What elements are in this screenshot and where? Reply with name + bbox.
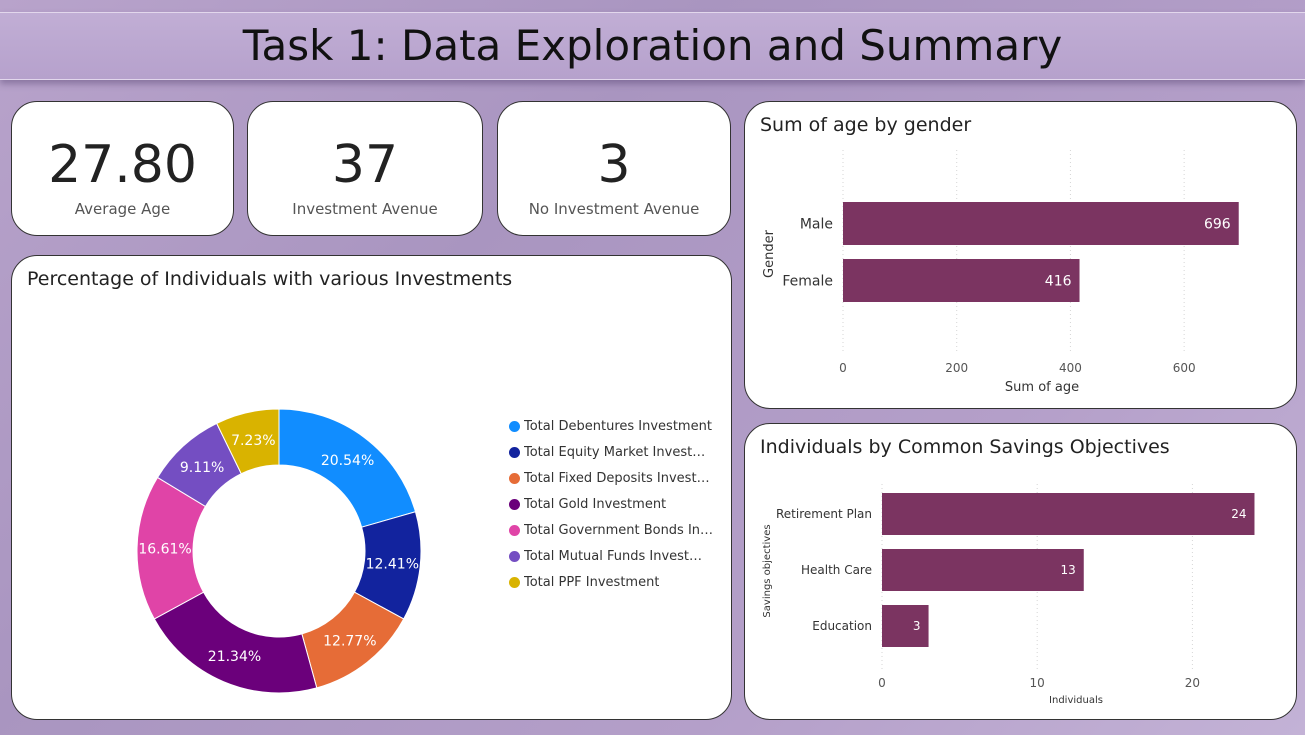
category-label: Female <box>782 273 833 289</box>
savings-bar-chart[interactable]: 0 10 20 Retirement Plan 24 Health Care 13 Educa… <box>745 424 1297 720</box>
category-label: Male <box>800 216 833 232</box>
bar-value-label: 416 <box>1045 273 1072 289</box>
category-label: Health Care <box>801 563 872 577</box>
x-tick-label: 0 <box>839 361 847 375</box>
bar-value-label: 696 <box>1204 216 1231 232</box>
bar-value-label: 24 <box>1231 507 1246 521</box>
page-title: Task 1: Data Exploration and Summary <box>242 21 1063 70</box>
legend-dot-icon <box>509 420 520 432</box>
donut-slice-total-gold-investment[interactable] <box>153 591 318 694</box>
x-tick-label: 400 <box>1059 361 1082 375</box>
legend-item-total-debentures-investment[interactable]: Total Debentures Investment <box>509 413 714 439</box>
legend-dot-icon <box>509 472 520 484</box>
donut-legend: Total Debentures Investment Total Equity … <box>509 413 714 595</box>
bar-value-label: 3 <box>913 619 921 633</box>
donut-value-label: 12.41% <box>366 556 419 572</box>
bar-education[interactable] <box>882 605 929 647</box>
bar-value-label: 13 <box>1060 563 1075 577</box>
x-tick-label: 0 <box>878 676 886 690</box>
legend-label: Total Equity Market Investme... <box>524 444 714 460</box>
title-banner: Task 1: Data Exploration and Summary <box>0 12 1305 80</box>
legend-item-total-fixed-deposits-investm[interactable]: Total Fixed Deposits Investm... <box>509 465 714 491</box>
legend-label: Total PPF Investment <box>524 574 660 590</box>
x-axis-title: Individuals <box>1049 695 1103 706</box>
donut-slice-total-ppf-investment[interactable] <box>216 408 280 475</box>
donut-chart-title: Percentage of Individuals with various I… <box>27 268 513 290</box>
legend-item-total-gold-investment[interactable]: Total Gold Investment <box>509 491 714 517</box>
legend-label: Total Debentures Investment <box>524 418 712 434</box>
legend-item-total-mutual-funds-investme[interactable]: Total Mutual Funds Investme... <box>509 543 714 569</box>
x-tick-label: 200 <box>945 361 968 375</box>
kpi-card-average-age[interactable]: 27.80 Average Age <box>11 101 234 236</box>
kpi-label: Average Age <box>74 200 171 218</box>
bar-retirement-plan[interactable] <box>882 493 1255 535</box>
donut-value-label: 20.54% <box>321 453 374 469</box>
donut-value-label: 16.61% <box>138 541 191 557</box>
legend-item-total-government-bonds-inv[interactable]: Total Government Bonds Inv... <box>509 517 714 543</box>
bar-female[interactable] <box>843 259 1080 302</box>
gender-chart-card[interactable]: Sum of age by gender 0 200 400 600 Male 696 Fe… <box>744 101 1297 409</box>
x-tick-label: 600 <box>1173 361 1196 375</box>
legend-label: Total Fixed Deposits Investm... <box>524 470 714 486</box>
legend-dot-icon <box>509 446 520 458</box>
legend-dot-icon <box>509 576 520 588</box>
kpi-value: 37 <box>331 135 399 195</box>
kpi-value: 3 <box>597 135 631 195</box>
gender-chart-title: Sum of age by gender <box>760 114 972 136</box>
donut-value-label: 12.77% <box>323 633 376 649</box>
legend-label: Total Gold Investment <box>524 496 667 512</box>
donut-value-label: 7.23% <box>231 433 275 449</box>
legend-dot-icon <box>509 498 520 510</box>
x-tick-label: 10 <box>1030 676 1045 690</box>
legend-item-total-equity-market-investme[interactable]: Total Equity Market Investme... <box>509 439 714 465</box>
donut-value-label: 9.11% <box>180 460 224 476</box>
y-axis-title: Gender <box>762 229 777 278</box>
donut-value-label: 21.34% <box>208 649 261 665</box>
gender-bar-chart[interactable]: 0 200 400 600 Male 696 Female 416 Sum of age Gend… <box>745 102 1297 409</box>
kpi-card-no-investment-avenue[interactable]: 3 No Investment Avenue <box>497 101 731 236</box>
bar-male[interactable] <box>843 202 1239 245</box>
legend-label: Total Government Bonds Inv... <box>524 522 714 538</box>
x-axis-title: Sum of age <box>1005 380 1079 395</box>
y-axis-title: Savings objectives <box>762 524 773 617</box>
kpi-value: 27.80 <box>48 135 197 195</box>
savings-chart-card[interactable]: Individuals by Common Savings Objectives… <box>744 423 1297 720</box>
donut-chart[interactable]: 20.54% 12.41% 12.77% 21.34% 16.61% 9.11% 7.23% <box>12 276 502 716</box>
kpi-card-investment-avenue[interactable]: 37 Investment Avenue <box>247 101 483 236</box>
kpi-label: Investment Avenue <box>292 200 438 218</box>
bar-health-care[interactable] <box>882 549 1084 591</box>
savings-chart-title: Individuals by Common Savings Objectives <box>760 436 1170 458</box>
legend-dot-icon <box>509 524 520 536</box>
category-label: Education <box>812 619 872 633</box>
legend-dot-icon <box>509 550 520 562</box>
category-label: Retirement Plan <box>776 507 872 521</box>
x-tick-label: 20 <box>1185 676 1200 690</box>
legend-label: Total Mutual Funds Investme... <box>524 548 714 564</box>
kpi-label: No Investment Avenue <box>528 200 700 218</box>
legend-item-total-ppf-investment[interactable]: Total PPF Investment <box>509 569 714 595</box>
donut-chart-card[interactable]: Percentage of Individuals with various I… <box>11 255 732 720</box>
